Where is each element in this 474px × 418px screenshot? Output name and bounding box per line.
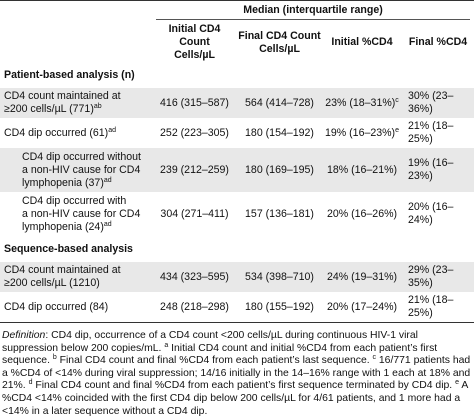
table-row: CD4 dip occurred (61)ad 252 (223–305) 18… <box>0 118 474 148</box>
cell-value: 19% (16–23%) <box>325 126 396 139</box>
footnote-marker: e <box>395 126 399 134</box>
col-header-initial-pct: Initial %CD4 <box>331 36 393 48</box>
cell: 434 (323–595) <box>152 262 237 292</box>
row-label: CD4 dip occurred (84) <box>0 292 152 323</box>
cell: 248 (218–298) <box>152 292 237 323</box>
definition-label: Definition <box>2 330 46 341</box>
footnote-text: Initial CD4 count and initial %CD4 from … <box>2 342 438 367</box>
row-label: CD4 dip occurred without a non-HIV cause … <box>0 148 152 192</box>
footnote-text: Final CD4 count <box>59 355 135 367</box>
label-line: a non-HIV cause for CD4 <box>22 207 141 220</box>
footnote-text: 16/771 patients had a %CD4 of <14% durin… <box>2 355 471 379</box>
cell: 20% (16–24%) <box>408 201 454 226</box>
table-row: CD4 count maintained at ≥200 cells/µL (12… <box>0 262 474 292</box>
cell: 24% (19–31%) <box>322 262 402 292</box>
cell: 23% (18–31%)c <box>322 88 402 118</box>
cell: 180 (155–192) <box>237 292 322 323</box>
footnote-marker: ad <box>108 126 117 134</box>
data-table: Median (interquartile range) Initial CD4… <box>0 0 474 323</box>
table-footnote: Definition: CD4 dip, occurrence of a CD4… <box>0 330 472 418</box>
section-header: Patient-based analysis (n) <box>0 62 474 88</box>
footnote-marker: ad <box>103 176 112 184</box>
footnote-marker: c <box>395 96 399 104</box>
footnote-text: viral suppression; 14/16 initially in th… <box>2 367 471 392</box>
col-header-line: Cells/µL <box>259 42 300 55</box>
footnote-marker: ab <box>93 103 102 110</box>
cell: 534 (398–710) <box>237 262 322 292</box>
cell: 30% (23–36%) <box>402 88 474 118</box>
column-header-row: Initial CD4 Count Cells/µL Final CD4 Coun… <box>0 23 474 62</box>
table-row: CD4 dip occurred with a non-HIV cause for… <box>0 192 474 236</box>
col-header-final-cd4: Final CD4 Count Cells/µL <box>237 23 322 62</box>
table-row: CD4 dip occurred without a non-HIV cause … <box>0 148 474 192</box>
footnote-text: and final %CD4 from each patient’s last … <box>137 355 373 367</box>
footnote-text: : CD4 dip, occurrence of a CD4 count <20… <box>2 330 418 354</box>
row-label: CD4 dip occurred (61)ad <box>0 118 152 148</box>
footnote-text: final %CD4 from each patient’s first seq… <box>133 380 456 392</box>
footnote-marker: d <box>28 379 33 387</box>
cell: 304 (271–411) <box>160 207 229 220</box>
cell: 20% (16–26%) <box>326 207 398 220</box>
cell: 29% (23–35%) <box>402 262 474 292</box>
cell: 564 (414–728) <box>237 88 322 118</box>
cell: 180 (154–192) <box>245 126 314 139</box>
col-header-line: Final CD4 Count <box>238 29 321 42</box>
footnote-text: CD4 dip. <box>166 405 208 417</box>
col-header-initial-cd4: Initial CD4 Count Cells/µL <box>152 23 237 62</box>
col-header-final-pct: Final %CD4 <box>408 36 468 48</box>
section-title: Patient-based analysis (n) <box>4 69 135 81</box>
footnote-marker: c <box>372 354 377 362</box>
footnote-marker: a <box>164 341 169 349</box>
section-header: Sequence-based analysis <box>0 236 474 262</box>
cell: 21% (18–25%) <box>408 120 454 145</box>
footnote-marker: e <box>455 379 459 387</box>
row-label: CD4 count maintained at ≥200 cells/µL (12… <box>0 262 152 292</box>
row-label: CD4 count maintained at ≥200 cells/µL (77… <box>0 88 152 118</box>
cell: 19% (16–23%) <box>402 148 474 192</box>
col-header-line: Cells/µL <box>174 49 215 61</box>
cell: 19% (16–23%)e <box>322 118 402 148</box>
cell: 18% (16–21%) <box>322 148 402 192</box>
cell: 239 (212–259) <box>152 148 237 192</box>
group-header: Median (interquartile range) <box>156 4 471 20</box>
footnote-text: Final CD4 count and <box>35 380 131 392</box>
label-line: CD4 dip occurred (61) <box>4 126 109 139</box>
col-header-line: Initial CD4 Count <box>168 23 221 48</box>
label-line: CD4 dip occurred without <box>22 150 141 163</box>
footnote-text: below 200 copies/mL. <box>60 342 165 354</box>
cell: 157 (136–181) <box>245 207 314 220</box>
cell: 180 (169–195) <box>237 148 322 192</box>
footnote-text: first CD4 dip below 200 cells/µL for 4/6… <box>2 392 461 417</box>
label-line: lymphopenia (24) <box>22 220 104 233</box>
footnote-marker: b <box>52 354 57 362</box>
table-row: CD4 dip occurred (84) 248 (218–298) 180 … <box>0 292 474 323</box>
label-line: CD4 count maintained at <box>4 264 121 276</box>
footnote-text: A %CD4 <14% coincided with the <box>2 380 468 404</box>
cell: 416 (315–587) <box>152 88 237 118</box>
label-line: ≥200 cells/µL (1210) <box>4 277 100 289</box>
footnote-marker: ad <box>103 220 112 228</box>
label-line: ≥200 cells/µL (771) <box>4 103 94 115</box>
cell: 21% (18–25%) <box>402 292 474 323</box>
section-title: Sequence-based analysis <box>4 243 133 255</box>
label-line: a non-HIV cause for CD4 <box>22 163 141 176</box>
label-line: CD4 count maintained at <box>4 90 121 102</box>
cell: 20% (17–24%) <box>322 292 402 323</box>
label-line: lymphopenia (37) <box>22 176 104 189</box>
cell: 252 (223–305) <box>160 126 229 139</box>
label-line: CD4 dip occurred with <box>22 194 127 207</box>
row-label: CD4 dip occurred with a non-HIV cause for… <box>0 192 152 236</box>
cell-value: 23% (18–31%) <box>325 96 396 109</box>
header-group-row: Median (interquartile range) <box>0 0 474 23</box>
table-row: CD4 count maintained at ≥200 cells/µL (77… <box>0 88 474 118</box>
